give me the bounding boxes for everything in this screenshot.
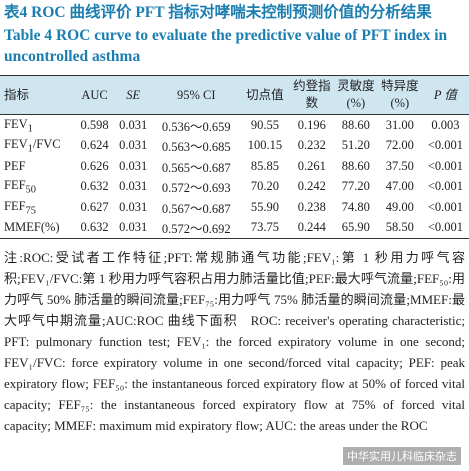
cell: 73.75 bbox=[250, 220, 279, 235]
header-row: 指标 AUC SE 95% CI 切点值 约登指数 灵敏度(%) 特异度(%) P 值 bbox=[0, 75, 469, 115]
label-sub: 50 bbox=[25, 184, 36, 196]
cell: 0.003 bbox=[431, 117, 460, 132]
label-text: FEV bbox=[4, 137, 28, 151]
cell: 88.60 bbox=[341, 117, 370, 132]
cell: 0.632 bbox=[80, 179, 109, 194]
column-header: AUC bbox=[75, 75, 114, 115]
cell: 0.031 bbox=[119, 179, 148, 194]
label-text: PEF bbox=[4, 158, 26, 173]
cell: 88.60 bbox=[341, 158, 370, 173]
note-cn: 注:ROC:受试者工作特征;PFT:常规肺通气功能;FEV₁:第 1 秒用力呼气… bbox=[4, 250, 465, 328]
cell: <0.001 bbox=[427, 179, 464, 194]
table-row: FEV1/FVC 0.624 0.031 0.563～0.685 100.15 0.232… bbox=[0, 136, 469, 157]
cell: 0.572～0.692 bbox=[161, 222, 231, 237]
cell: 31.00 bbox=[385, 117, 414, 132]
label-sub: 1 bbox=[27, 123, 33, 134]
column-header: 约登指数 bbox=[289, 75, 334, 115]
cell: 72.00 bbox=[385, 138, 414, 153]
note: 注:ROC:受试者工作特征;PFT:常规肺通气功能;FEV₁:第 1 秒用力呼气… bbox=[0, 239, 469, 436]
label-text: FEV bbox=[4, 116, 28, 131]
cell: 49.00 bbox=[385, 199, 414, 214]
cell: 0.238 bbox=[297, 199, 326, 214]
cell: 0.244 bbox=[297, 220, 326, 235]
column-header: 切点值 bbox=[239, 75, 290, 115]
table-row: MMEF(%) 0.632 0.031 0.572～0.692 73.75 0.244 65… bbox=[0, 218, 469, 239]
cell: 0.567～0.687 bbox=[161, 201, 231, 216]
cell: 0.632 bbox=[80, 220, 109, 235]
table-row: FEV1 0.598 0.031 0.536～0.659 90.55 0.196 88.60… bbox=[0, 115, 469, 136]
cell: 58.50 bbox=[385, 220, 414, 235]
cell: 0.598 bbox=[80, 117, 109, 132]
cell: 47.00 bbox=[385, 179, 414, 194]
cell: 65.90 bbox=[341, 220, 370, 235]
cell: 0.031 bbox=[119, 199, 148, 214]
column-header: 95% CI bbox=[152, 75, 240, 115]
cell: 55.90 bbox=[250, 199, 279, 214]
cell: 0.031 bbox=[119, 220, 148, 235]
column-header: SE bbox=[113, 75, 153, 115]
cell: 0.031 bbox=[119, 158, 148, 173]
cell: <0.001 bbox=[427, 220, 464, 235]
column-header: P 值 bbox=[421, 75, 469, 115]
label-text: FEF bbox=[4, 178, 26, 192]
title-en: Table 4 ROC curve to evaluate the predic… bbox=[4, 27, 448, 65]
note-en: ROC: receiver's operating characteristic… bbox=[4, 313, 465, 433]
table-row: PEF 0.626 0.031 0.565～0.687 85.85 0.261 88.60 3… bbox=[0, 156, 469, 177]
cell: 74.80 bbox=[341, 199, 370, 214]
watermark: 中华实用儿科临床杂志 bbox=[343, 447, 461, 465]
cell: 0.196 bbox=[297, 117, 326, 132]
cell: 37.50 bbox=[385, 158, 414, 173]
cell: 51.20 bbox=[341, 138, 370, 153]
cell: 0.627 bbox=[80, 199, 109, 214]
table: 指标 AUC SE 95% CI 切点值 约登指数 灵敏度(%) 特异度(%) P 值 FEV1 0… bbox=[0, 75, 469, 239]
cell: 0.242 bbox=[297, 179, 326, 194]
cell: <0.001 bbox=[427, 158, 464, 173]
cell: 0.626 bbox=[80, 158, 109, 173]
cell: 0.232 bbox=[297, 138, 326, 153]
row-label: PEF bbox=[0, 156, 75, 177]
column-header: 灵敏度(%) bbox=[333, 75, 378, 115]
cell: 0.624 bbox=[80, 138, 109, 153]
cell: 0.565～0.687 bbox=[161, 160, 231, 175]
row-label: FEV1 bbox=[0, 115, 75, 136]
cell: <0.001 bbox=[427, 138, 464, 153]
table-row: FEF50 0.632 0.031 0.572～0.693 70.20 0.242 77.2… bbox=[0, 177, 469, 198]
label-after: /FVC bbox=[32, 137, 61, 151]
column-header: 指标 bbox=[0, 75, 76, 115]
cell: 0.572～0.693 bbox=[161, 181, 231, 196]
cell: 0.536～0.659 bbox=[161, 119, 231, 134]
label-text: FEF bbox=[4, 198, 26, 213]
title-cn: 表4 ROC 曲线评价 PFT 指标对哮喘未控制预测价值的分析结果 bbox=[4, 4, 432, 21]
cell: 85.85 bbox=[250, 158, 279, 173]
cell: 0.563～0.685 bbox=[161, 140, 231, 155]
row-label: FEF50 bbox=[0, 177, 75, 198]
label-text: MMEF(%) bbox=[4, 220, 60, 235]
cell: 90.55 bbox=[250, 117, 279, 132]
cell: 70.20 bbox=[250, 179, 279, 194]
label-sub: 1 bbox=[27, 143, 33, 155]
cell: 0.261 bbox=[297, 158, 326, 173]
row-label: FEV1/FVC bbox=[0, 136, 75, 157]
table-row: FEF75 0.627 0.031 0.567～0.687 55.90 0.238 74.8… bbox=[0, 197, 469, 218]
cell: 0.031 bbox=[119, 138, 148, 153]
cell: 0.031 bbox=[119, 117, 148, 132]
cell: 77.20 bbox=[341, 179, 370, 194]
column-header: 特异度(%) bbox=[377, 75, 422, 115]
row-label: FEF75 bbox=[0, 197, 75, 218]
cell: <0.001 bbox=[427, 199, 464, 214]
cell: 100.15 bbox=[247, 138, 283, 153]
label-sub: 75 bbox=[25, 205, 36, 216]
row-label: MMEF(%) bbox=[0, 218, 75, 239]
